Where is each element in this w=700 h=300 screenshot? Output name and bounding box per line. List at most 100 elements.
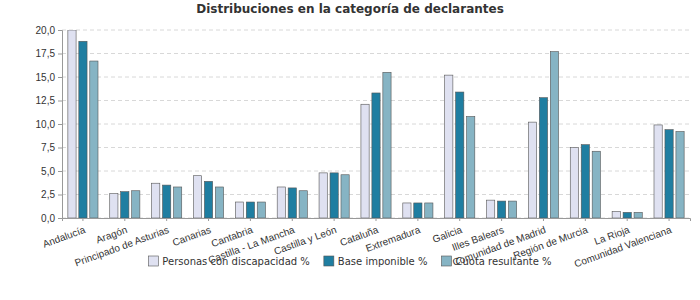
y-tick-mark xyxy=(58,54,62,55)
y-tick-mark xyxy=(58,101,62,102)
x-tick: Extremadura xyxy=(364,218,422,254)
y-tick-label: 7,5 xyxy=(41,142,55,153)
series xyxy=(90,52,684,218)
bar xyxy=(654,125,662,218)
x-tick-mark xyxy=(459,218,460,221)
y-tick: 5,0 xyxy=(41,166,62,177)
bar xyxy=(372,93,380,218)
grid xyxy=(62,30,690,218)
bar xyxy=(288,188,296,218)
y-tick-label: 0,0 xyxy=(41,213,55,224)
y-axis: 0,0 2,5 5,0 7,5 10,0 12,5 15,0 17,5 20,0 xyxy=(36,25,63,224)
x-tick: Región de Murcia xyxy=(512,218,590,261)
bar xyxy=(665,130,673,218)
x-tick-mark xyxy=(669,218,670,221)
bars xyxy=(68,30,684,218)
bar xyxy=(299,191,307,218)
bar xyxy=(204,181,212,218)
chart-title: Distribuciones en la categoría de declar… xyxy=(196,2,504,16)
x-tick-label: Andalucía xyxy=(41,224,87,250)
chart: Distribuciones en la categoría de declar… xyxy=(0,0,700,300)
bar xyxy=(152,183,160,218)
bar xyxy=(110,194,118,218)
bar xyxy=(414,203,422,218)
x-tick-mark xyxy=(124,218,125,221)
bar xyxy=(246,202,254,218)
x-tick: Canarias xyxy=(171,218,212,248)
y-tick: 17,5 xyxy=(36,48,62,59)
y-tick: 12,5 xyxy=(36,95,62,106)
x-tick-mark xyxy=(543,218,544,221)
legend: Personas con discapacidad % Base imponibl… xyxy=(148,256,551,267)
bar xyxy=(445,75,453,218)
bar xyxy=(215,187,223,218)
bar xyxy=(550,52,558,218)
x-tick: Comunidad Valenciana xyxy=(573,218,674,269)
bar xyxy=(634,212,642,218)
y-tick-label: 5,0 xyxy=(41,166,55,177)
y-tick: 0,0 xyxy=(41,213,62,224)
x-tick-mark xyxy=(376,218,377,221)
bar xyxy=(341,175,349,218)
y-tick: 2,5 xyxy=(41,189,62,200)
y-tick-label: 10,0 xyxy=(36,119,56,130)
bar xyxy=(497,201,505,218)
x-tick-mark xyxy=(334,218,335,221)
x-axis-line xyxy=(63,219,691,222)
grid-line xyxy=(62,30,690,31)
bar xyxy=(592,151,600,218)
x-tick: Castilla y León xyxy=(272,218,337,257)
bar xyxy=(121,192,129,218)
bar xyxy=(257,202,265,218)
y-tick-label: 17,5 xyxy=(36,48,56,59)
legend-item: Cuota resultante % xyxy=(441,256,551,267)
y-tick: 10,0 xyxy=(36,119,62,130)
bar xyxy=(235,202,243,218)
grid-line xyxy=(62,77,690,78)
bar xyxy=(361,104,369,218)
bar xyxy=(330,173,338,218)
legend-item: Base imponible % xyxy=(324,256,428,267)
bar xyxy=(163,185,171,218)
y-tick-label: 2,5 xyxy=(41,189,55,200)
x-tick-mark xyxy=(82,218,83,221)
bar xyxy=(612,211,620,218)
y-axis-line xyxy=(58,31,63,219)
bar xyxy=(487,200,495,218)
x-tick-mark xyxy=(627,218,628,221)
x-tick-label: Comunidad Valenciana xyxy=(573,224,674,270)
legend-label: Base imponible % xyxy=(338,256,428,267)
y-tick-label: 12,5 xyxy=(36,95,56,106)
bar xyxy=(581,145,589,218)
x-tick-mark xyxy=(166,218,167,221)
bar xyxy=(90,61,98,218)
x-tick-label: Canarias xyxy=(171,224,212,248)
y-tick-mark xyxy=(58,124,62,125)
x-tick: Principado de Asturias xyxy=(73,218,170,268)
legend-item: Personas con discapacidad % xyxy=(148,256,309,267)
x-tick: Andalucía xyxy=(41,218,87,250)
x-tick-mark xyxy=(417,218,418,221)
series xyxy=(79,41,673,218)
x-tick-label: Principado de Asturias xyxy=(73,224,170,268)
bar xyxy=(383,72,391,218)
y-tick: 7,5 xyxy=(41,142,62,153)
y-tick-label: 15,0 xyxy=(36,72,56,83)
y-tick: 20,0 xyxy=(36,25,62,36)
bar xyxy=(623,212,631,218)
bar xyxy=(403,203,411,218)
x-tick-mark xyxy=(501,218,502,221)
bar xyxy=(570,148,578,219)
bar xyxy=(193,176,201,218)
bar xyxy=(277,187,285,218)
bar xyxy=(132,191,140,218)
bar xyxy=(425,203,433,218)
y-tick-mark xyxy=(58,30,62,31)
plot: 0,0 2,5 5,0 7,5 10,0 12,5 15,0 17,5 20,0 Andalucí… xyxy=(36,25,691,270)
x-tick-mark xyxy=(585,218,586,221)
bar xyxy=(467,116,475,218)
y-tick-mark xyxy=(58,77,62,78)
bar xyxy=(676,132,684,218)
x-tick-mark xyxy=(250,218,251,221)
bar xyxy=(456,92,464,218)
